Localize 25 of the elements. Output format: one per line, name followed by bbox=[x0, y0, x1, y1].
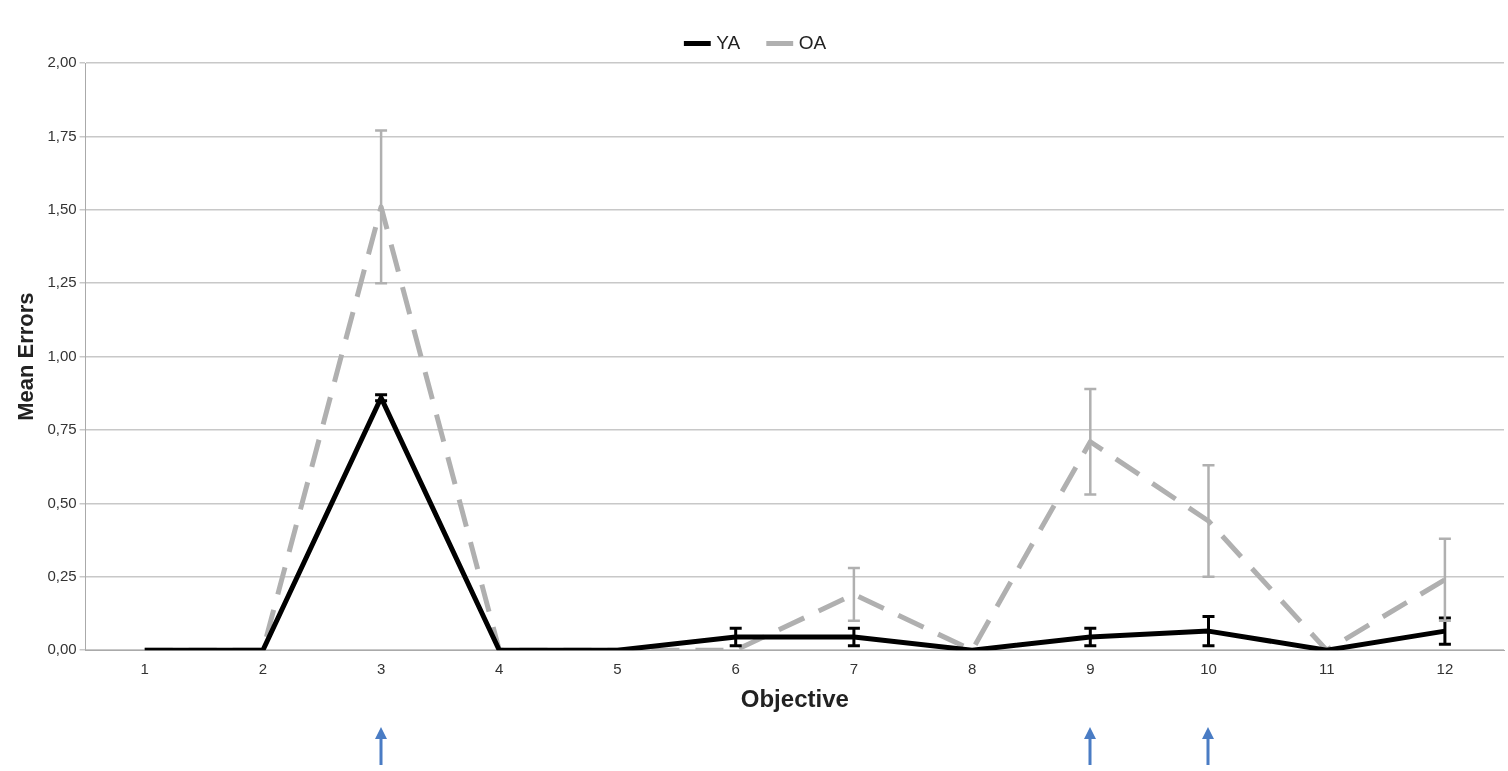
x-tick-label: 7 bbox=[849, 660, 859, 678]
x-tick-label: 12 bbox=[1436, 660, 1454, 678]
legend-label: OA bbox=[798, 31, 827, 53]
x-axis-title: Objective bbox=[740, 685, 849, 713]
x-tick-label: 11 bbox=[1318, 660, 1335, 678]
x-tick-label: 8 bbox=[967, 660, 977, 678]
x-tick-label: 4 bbox=[495, 660, 504, 678]
y-tick-label: 1,00 bbox=[47, 346, 77, 364]
legend-label: YA bbox=[716, 31, 741, 53]
x-tick-label: 2 bbox=[258, 660, 268, 678]
x-tick-label: 6 bbox=[731, 660, 740, 678]
x-tick-label: 9 bbox=[1086, 660, 1095, 678]
y-tick-label: 0,25 bbox=[47, 566, 77, 584]
y-tick-label: 1,25 bbox=[47, 273, 77, 291]
x-tick-label: 3 bbox=[376, 660, 386, 678]
y-axis-title: Mean Errors bbox=[13, 292, 39, 421]
x-tick-label: 1 bbox=[140, 660, 149, 678]
y-tick-label: 0,75 bbox=[47, 420, 77, 438]
y-tick-label: 1,50 bbox=[47, 199, 77, 217]
x-tick-label: 5 bbox=[613, 660, 622, 678]
y-tick-label: 2,00 bbox=[47, 53, 77, 71]
x-tick-label: 10 bbox=[1200, 660, 1217, 678]
y-tick-label: 0,00 bbox=[47, 640, 77, 658]
y-tick-label: 0,50 bbox=[47, 493, 77, 511]
y-tick-label: 1,75 bbox=[47, 126, 77, 144]
